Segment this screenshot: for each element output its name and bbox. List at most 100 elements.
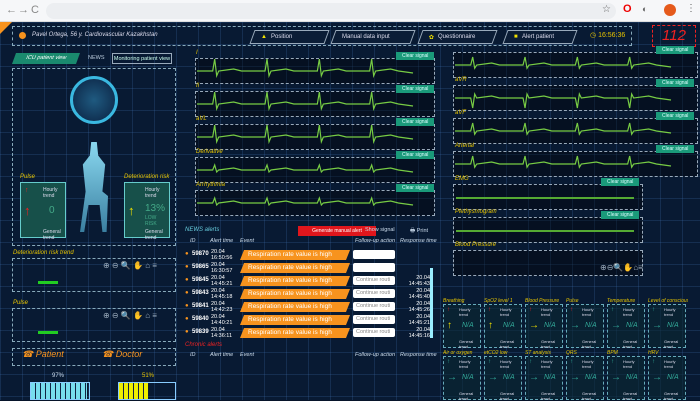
dashboard: Pavel Ortega, 56 y. Cardiovascular Kazak… <box>0 22 700 401</box>
zoom-controls-icon[interactable]: ⊕ ⊖ 🔍 ✋ ⌂ ≡ <box>103 261 157 270</box>
call-doctor-button[interactable]: ☎ Doctor <box>102 349 143 359</box>
general-trend-label: General trend <box>664 391 679 401</box>
clear-signal-button[interactable]: Clear signal <box>656 79 695 87</box>
generate-manual-alert-button[interactable]: Generate manual alert <box>298 226 376 236</box>
clear-signal-button[interactable]: Clear signal <box>396 118 435 126</box>
call-patient-button[interactable]: ☎ Patient <box>22 349 64 359</box>
vital-tile[interactable]: ↑ Hourly trend → N/A General trend <box>525 356 563 401</box>
battery1-gauge <box>30 382 90 400</box>
clear-signal-button[interactable]: Clear signal <box>656 46 695 54</box>
alert-id: 59843 <box>192 290 209 296</box>
forward-button[interactable]: → <box>18 4 29 16</box>
reload-button[interactable]: C <box>31 4 39 16</box>
opera-icon[interactable]: O <box>623 3 632 15</box>
lead-label: Arrhythmia <box>196 182 226 188</box>
vital-tile[interactable]: ↑ Hourly trend → N/A General trend <box>607 356 645 401</box>
tile-label: QRS <box>566 350 577 356</box>
alert-row[interactable]: ● 59845 20.04 14:45:21 Respiration rate val… <box>185 275 430 287</box>
alert-row[interactable]: ● 59840 20.04 14:40:21 Respiration rate val… <box>185 314 430 326</box>
position-button[interactable]: ▲ Position <box>249 30 330 44</box>
vital-tile[interactable]: ↑ Hourly trend → N/A General trend <box>443 356 481 401</box>
follow-up-select[interactable]: Continue routi <box>353 276 395 285</box>
response-time: 20.04 14:45:40 <box>408 288 430 300</box>
vital-tile[interactable]: ↑ Hourly trend → N/A General trend <box>607 304 645 349</box>
follow-up-select[interactable] <box>353 250 395 259</box>
clear-signal-button[interactable]: Clear signal <box>396 151 435 159</box>
clear-signal-button[interactable]: Clear signal <box>601 211 640 219</box>
clear-signal-button[interactable]: Clear signal <box>396 85 435 93</box>
alerts-scrollbar[interactable] <box>430 268 433 338</box>
tab-news[interactable]: NEWS <box>88 55 105 61</box>
follow-up-value: Continue routi <box>356 329 391 335</box>
patient-label: Patient <box>35 349 64 359</box>
hourly-trend-label: Hourly trend <box>459 307 471 317</box>
print-button[interactable]: 🖶 Print <box>410 228 429 234</box>
zoom-controls-icon[interactable]: ⊕ ⊖ 🔍 ✋ ⌂ ≡ <box>103 311 157 320</box>
chronic-alerts-title: Chronic alerts <box>185 342 223 348</box>
arrow-up-icon: ↑ <box>570 307 573 313</box>
vital-tile[interactable]: ↑ Hourly trend → N/A General trend <box>648 356 686 401</box>
tile-value: N/A <box>544 322 556 329</box>
hourly-trend-label: Hourly trend <box>664 307 676 317</box>
address-bar[interactable] <box>46 3 616 19</box>
questionnaire-button[interactable]: ✿ Questionnaire <box>417 30 498 44</box>
alert-row[interactable]: ● 59839 20.04 14:36:11 Respiration rate val… <box>185 327 430 339</box>
clear-signal-button[interactable]: Clear signal <box>656 145 695 153</box>
arrow-right-icon: → <box>611 320 621 331</box>
risk-value: 13% <box>145 203 166 214</box>
print-label: Print <box>416 228 429 234</box>
clear-signal-button[interactable]: Clear signal <box>601 178 640 186</box>
clear-signal-button[interactable]: Clear signal <box>656 112 695 120</box>
column-header: Alert time <box>210 352 234 358</box>
risk-level: LOW RISK <box>145 215 157 227</box>
clear-signal-button[interactable]: Clear signal <box>396 52 435 60</box>
vital-tile[interactable]: ↑ Hourly trend → N/A General trend <box>484 356 522 401</box>
alert-row[interactable]: ● 59843 20.04 14:45:18 Respiration rate val… <box>185 288 430 300</box>
general-trend-label: General trend <box>145 229 163 241</box>
hourly-trend-label: Hourly trend <box>459 359 471 369</box>
follow-up-select[interactable]: Continue routi <box>353 315 395 324</box>
vital-tile[interactable]: ↑ Hourly trend → N/A General trend <box>566 356 604 401</box>
vital-tile[interactable]: ↑ Hourly trend → N/A General trend <box>566 304 604 349</box>
profile-avatar[interactable] <box>664 4 676 16</box>
follow-up-select[interactable] <box>353 263 395 272</box>
follow-up-select[interactable]: Continue routi <box>353 328 395 337</box>
tile-label: Breathing <box>443 298 465 304</box>
alert-id: 59870 <box>192 251 209 257</box>
alert-patient-button[interactable]: ■ Alert patient <box>502 30 578 44</box>
arrow-up-icon: ↑ <box>529 359 532 365</box>
star-icon[interactable]: ☆ <box>602 4 611 15</box>
vital-tile[interactable]: ↑ Hourly trend ↑ N/A General trend <box>484 304 522 349</box>
arrow-up-icon: ↑ <box>488 359 491 365</box>
back-button[interactable]: ← <box>6 4 17 16</box>
alert-row[interactable]: ● 59870 20.04 16:50:56 Respiration rate val… <box>185 249 430 261</box>
emergency-call-button[interactable]: 112 <box>652 25 696 47</box>
alert-id: 59865 <box>192 264 209 270</box>
alert-row[interactable]: ● 59841 20.04 14:42:23 Respiration rate val… <box>185 301 430 313</box>
follow-up-select[interactable]: Continue routi <box>353 289 395 298</box>
manual-data-input-button[interactable]: Manual data input <box>330 30 416 44</box>
follow-up-value: Continue routi <box>356 316 391 322</box>
vital-tile[interactable]: ↑ Hourly trend ↑ N/A General trend <box>443 304 481 349</box>
tab-icu-patient-view[interactable]: ICU patient view <box>11 53 81 64</box>
alert-bullet-icon: ● <box>185 277 189 283</box>
vital-tile[interactable]: ↑ Hourly trend → N/A General trend <box>525 304 563 349</box>
tile-value: N/A <box>626 322 638 329</box>
arrow-right-icon: → <box>529 372 539 383</box>
show-signal-button[interactable]: Show signal <box>365 227 395 233</box>
menu-icon[interactable]: ⋮ <box>686 3 696 14</box>
alert-row[interactable]: ● 59865 20.04 16:30:57 Respiration rate val… <box>185 262 430 274</box>
zoom-controls-icon[interactable]: ⊕⊖🔍✋⌂≡ <box>600 263 643 272</box>
lead-label: Plethysmogram <box>455 209 497 215</box>
doctor-label: Doctor <box>115 349 143 359</box>
alert-time: 20.04 16:30:57 <box>211 262 233 274</box>
extension-icon[interactable]: ◐ <box>642 4 648 14</box>
vital-tile[interactable]: ↑ Hourly trend → N/A General trend <box>648 304 686 349</box>
ecg-trace <box>197 92 414 112</box>
tab-monitoring-patient-view[interactable]: Monitoring patient view <box>112 53 172 64</box>
tile-value: N/A <box>503 374 515 381</box>
follow-up-select[interactable]: Continue routi <box>353 302 395 311</box>
clear-signal-button[interactable]: Clear signal <box>396 184 435 192</box>
pulse-trend-box: ↑ Hourly trend ↑ 0 General trend <box>20 182 66 241</box>
tile-label: Level of consciousness <box>648 298 688 304</box>
